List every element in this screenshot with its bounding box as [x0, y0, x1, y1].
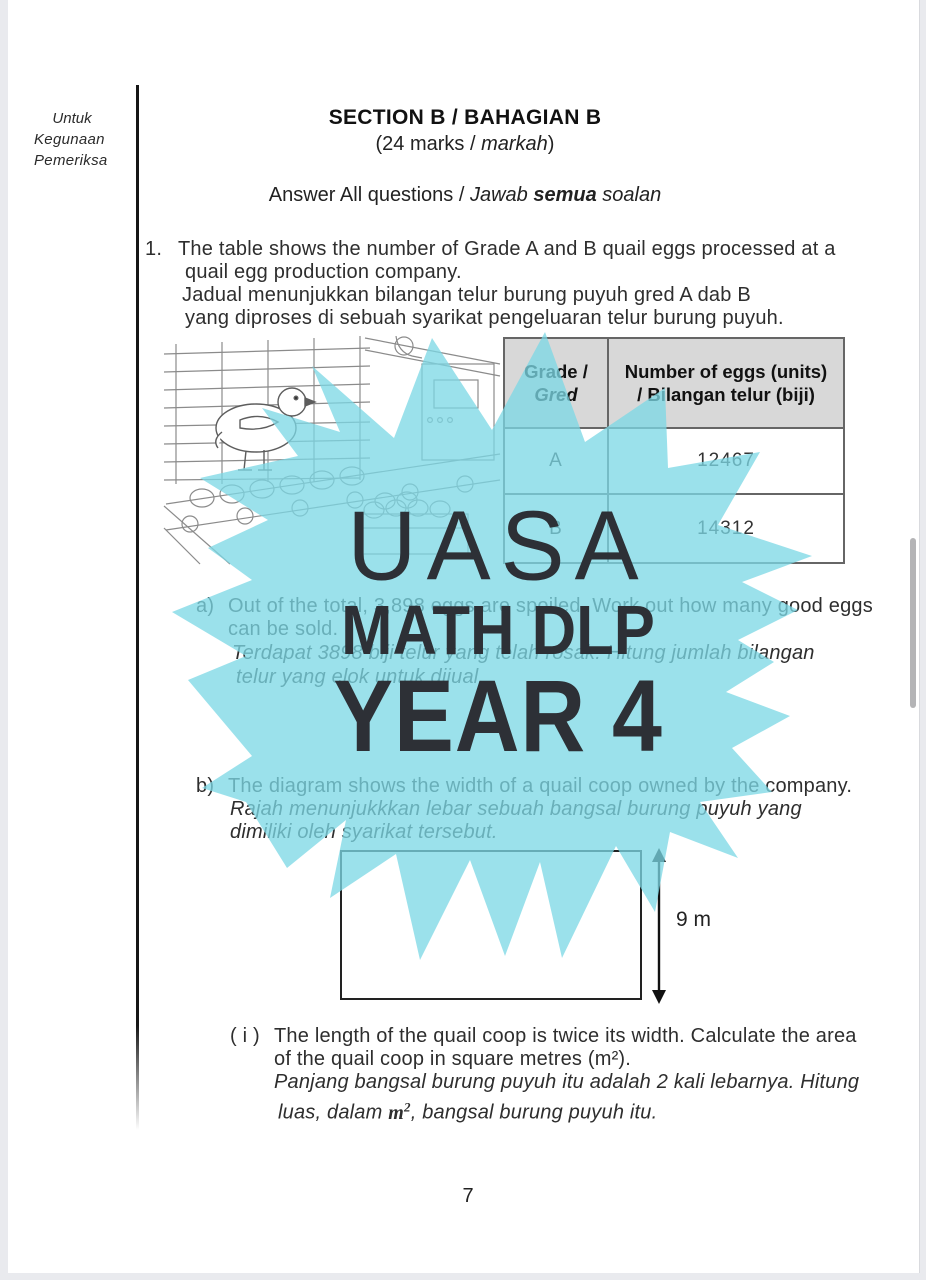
marks-line: (24 marks / markah): [375, 133, 555, 155]
quail-factory-illustration: [163, 336, 501, 565]
section-header: SECTION B / BAHAGIAN B (24 marks / marka…: [140, 106, 790, 207]
table-row: B 14312: [503, 493, 845, 564]
page-number: 7: [462, 1185, 474, 1207]
part-a-text-malay: telur yang elok untuk dijual.: [236, 666, 485, 688]
section-title: SECTION B / BAHAGIAN B: [328, 106, 602, 129]
part-a-text: Out of the total, 3,898 eggs are spoiled…: [228, 595, 873, 617]
part-a-text-malay: Terdapat 3898 biji telur yang telah rosa…: [232, 642, 815, 664]
table-header-row: Grade / Gred Number of eggs (units) / Bi…: [503, 337, 845, 429]
part-b-label: b): [196, 775, 215, 797]
question1-text: quail egg production company.: [185, 261, 462, 283]
egg-count-table: Grade / Gred Number of eggs (units) / Bi…: [503, 337, 845, 564]
viewer-bottom-strip: [0, 1273, 926, 1280]
instruction-line: Answer All questions / Jawab semua soala…: [268, 184, 662, 206]
part-i-text-malay: Panjang bangsal burung puyuh itu adalah …: [274, 1071, 860, 1093]
margin-rule: [136, 85, 139, 1130]
count-cell: 14312: [607, 493, 845, 564]
examiner-margin-note: Untuk Kegunaan Pemeriksa: [22, 108, 122, 171]
part-i-text: of the quail coop in square metres (m²).: [274, 1048, 632, 1070]
grade-cell: B: [503, 493, 609, 564]
dimension-arrow: [652, 848, 666, 1004]
coop-rectangle: [340, 850, 642, 1000]
cage-lines: [163, 336, 501, 565]
grade-cell: A: [503, 427, 609, 495]
math-m-squared: m2: [388, 1099, 411, 1124]
question1-text: The table shows the number of Grade A an…: [178, 238, 836, 260]
table-header-count: Number of eggs (units) / Bilangan telur …: [607, 337, 845, 429]
egg-tray: [357, 491, 469, 555]
table-row: A 12467: [503, 427, 845, 495]
sorting-machine: [394, 336, 495, 461]
margin-note-line: Untuk: [52, 110, 92, 127]
question1-text-malay: yang diproses di sebuah syarikat pengelu…: [185, 307, 784, 329]
dimension-label: 9 m: [676, 908, 712, 931]
part-a-text: can be sold.: [228, 618, 339, 640]
quail-bird: [215, 387, 317, 471]
part-a-label: a): [196, 595, 215, 617]
part-b-text: The diagram shows the width of a quail c…: [228, 775, 853, 797]
margin-note-line: Kegunaan: [34, 131, 105, 148]
exam-page: Untuk Kegunaan Pemeriksa SECTION B / BAH…: [8, 0, 920, 1273]
margin-note-line: Pemeriksa: [34, 152, 108, 169]
count-cell: 12467: [607, 427, 845, 495]
part-i-text: The length of the quail coop is twice it…: [274, 1025, 857, 1047]
part-i-label: ( i ): [230, 1025, 260, 1047]
question-number: 1.: [145, 238, 163, 260]
part-b-text-malay: Rajah menunjukkkan lebar sebuah bangsal …: [230, 798, 802, 820]
part-i-text-malay: luas, dalam m2, bangsal burung puyuh itu…: [278, 1099, 658, 1124]
part-b-text-malay: dimiliki oleh syarikat tersebut.: [230, 821, 498, 843]
question1-text-malay: Jadual menunjukkan bilangan telur burung…: [182, 284, 751, 306]
page-edge-divider: [919, 0, 920, 1280]
table-header-grade: Grade / Gred: [503, 337, 609, 429]
conveyor-belt: [165, 453, 501, 533]
scrollbar-thumb[interactable]: [910, 538, 916, 708]
